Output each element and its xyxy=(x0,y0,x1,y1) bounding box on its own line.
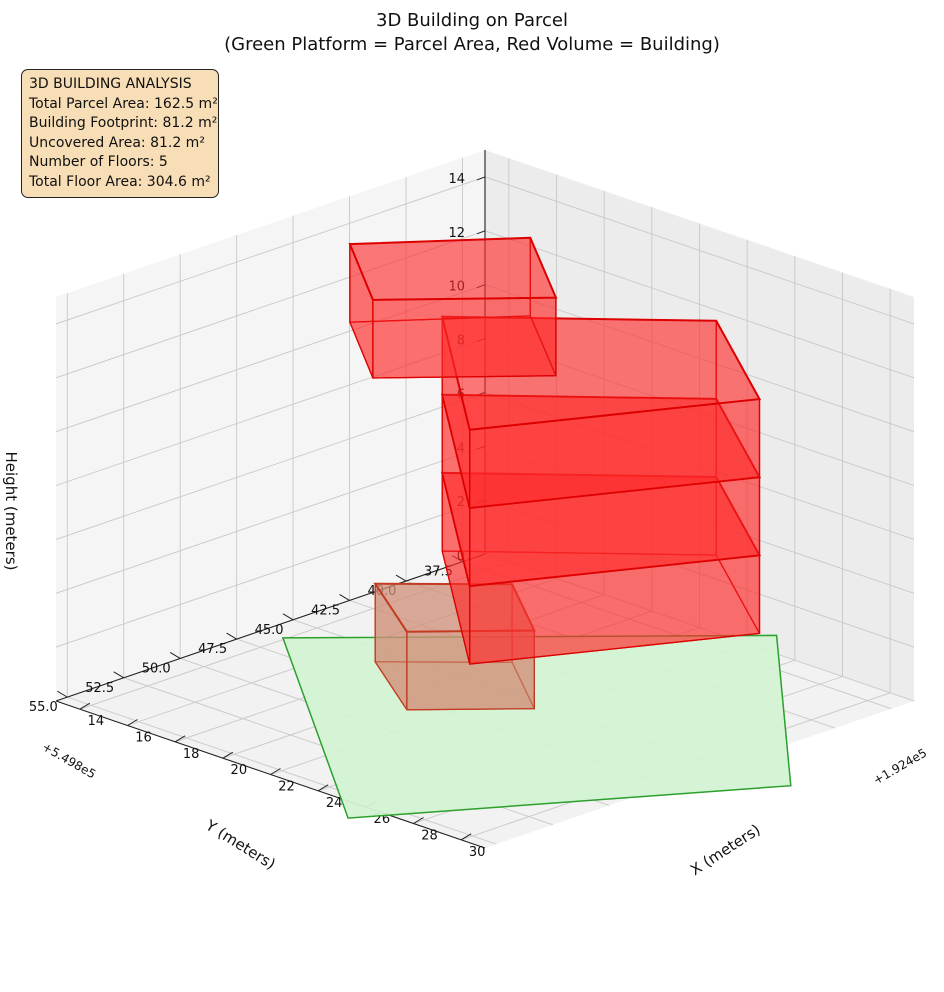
y-axis-line xyxy=(55,553,486,702)
info-line-floors: Number of Floors: 5 xyxy=(29,154,168,170)
y-tick-mark xyxy=(395,574,407,582)
z-tick-label: 2 xyxy=(457,495,465,510)
y-tick-mark xyxy=(226,632,237,640)
z-tick-mark xyxy=(476,230,486,235)
x-axis-label: X (meters) xyxy=(687,821,764,879)
plot-polygons xyxy=(281,236,792,819)
x-tick-label: 16 xyxy=(135,731,152,746)
z-tick-mark xyxy=(476,176,486,181)
z-tick-mark xyxy=(476,553,486,558)
z-tick-label: 12 xyxy=(448,226,465,241)
x-tick-mark xyxy=(127,719,138,726)
chart-title-line-1: 3D Building on Parcel xyxy=(376,10,568,31)
floor-side-face xyxy=(372,296,557,379)
z-tick-label: 14 xyxy=(448,172,465,187)
z-tick-mark xyxy=(476,499,486,504)
parcel-platform xyxy=(281,634,792,819)
info-line-parcel-area: Total Parcel Area: 162.5 m² xyxy=(29,95,218,112)
y-tick-label: 47.5 xyxy=(198,642,227,657)
x-tick-label: 24 xyxy=(326,796,343,811)
z-tick-mark xyxy=(476,338,486,343)
y-tick-mark xyxy=(169,652,181,659)
x-tick-mark xyxy=(174,735,186,743)
y-tick-label: 42.5 xyxy=(311,603,340,618)
z-tick-label: 4 xyxy=(457,441,465,456)
x-tick-mark xyxy=(317,784,329,792)
z-tick-mark xyxy=(476,284,486,289)
y-tick-label: 45.0 xyxy=(255,623,284,638)
floor-top-face xyxy=(348,236,558,301)
z-tick-label: 8 xyxy=(457,334,465,349)
y-tick-label: 37.5 xyxy=(424,565,453,580)
y-tick-mark xyxy=(452,555,463,563)
y-axis-label: Y (meters) xyxy=(202,816,279,873)
y-tick-mark xyxy=(282,613,294,621)
info-line-floor-area: Total Floor Area: 304.6 m² xyxy=(29,173,211,190)
y-tick-mark xyxy=(339,593,350,601)
x-axis-offset: +1.924e5 xyxy=(871,746,929,788)
grid-y-floor xyxy=(67,696,497,845)
x-tick-label: 30 xyxy=(469,845,486,860)
x-tick-mark xyxy=(413,817,424,824)
y-axis-offset: +5.498e5 xyxy=(40,740,98,782)
x-tick-label: 18 xyxy=(183,747,200,762)
info-line-uncovered: Uncovered Area: 81.2 m² xyxy=(29,134,205,151)
floor-top-face xyxy=(373,582,536,633)
x-tick-mark xyxy=(79,702,91,710)
z-tick-label: 10 xyxy=(448,280,465,295)
x-tick-label: 14 xyxy=(88,714,105,729)
x-tick-label: 22 xyxy=(278,780,295,795)
y-tick-label: 52.5 xyxy=(85,681,114,696)
x-tick-label: 28 xyxy=(421,829,438,844)
y-tick-mark xyxy=(57,690,68,698)
x-tick-mark xyxy=(222,751,234,759)
back-left-pane xyxy=(56,150,485,701)
x-tick-label: 20 xyxy=(231,763,248,778)
x-tick-mark xyxy=(270,768,281,775)
y-tick-label: 50.0 xyxy=(142,661,171,676)
chart-title-line-2: (Green Platform = Parcel Area, Red Volum… xyxy=(224,34,720,55)
x-tick-mark xyxy=(460,833,472,841)
z-tick-label: 0 xyxy=(457,549,465,564)
floor-top-face xyxy=(440,315,762,431)
tick-labels: 14161820222426283037.540.042.545.047.550… xyxy=(29,172,486,860)
z-tick-mark xyxy=(476,445,486,450)
info-line-heading: 3D BUILDING ANALYSIS xyxy=(29,76,192,92)
info-line-footprint: Building Footprint: 81.2 m² xyxy=(29,115,218,131)
analysis-info-box: 3D BUILDING ANALYSIS Total Parcel Area: … xyxy=(21,69,219,198)
z-axis-label: Height (meters) xyxy=(2,452,20,571)
y-tick-mark xyxy=(113,671,124,679)
y-tick-label: 55.0 xyxy=(29,700,58,715)
